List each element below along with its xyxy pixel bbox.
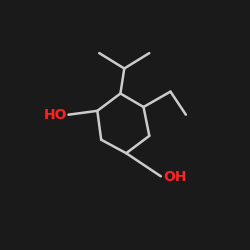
Text: OH: OH (164, 170, 187, 184)
Text: HO: HO (44, 108, 68, 122)
